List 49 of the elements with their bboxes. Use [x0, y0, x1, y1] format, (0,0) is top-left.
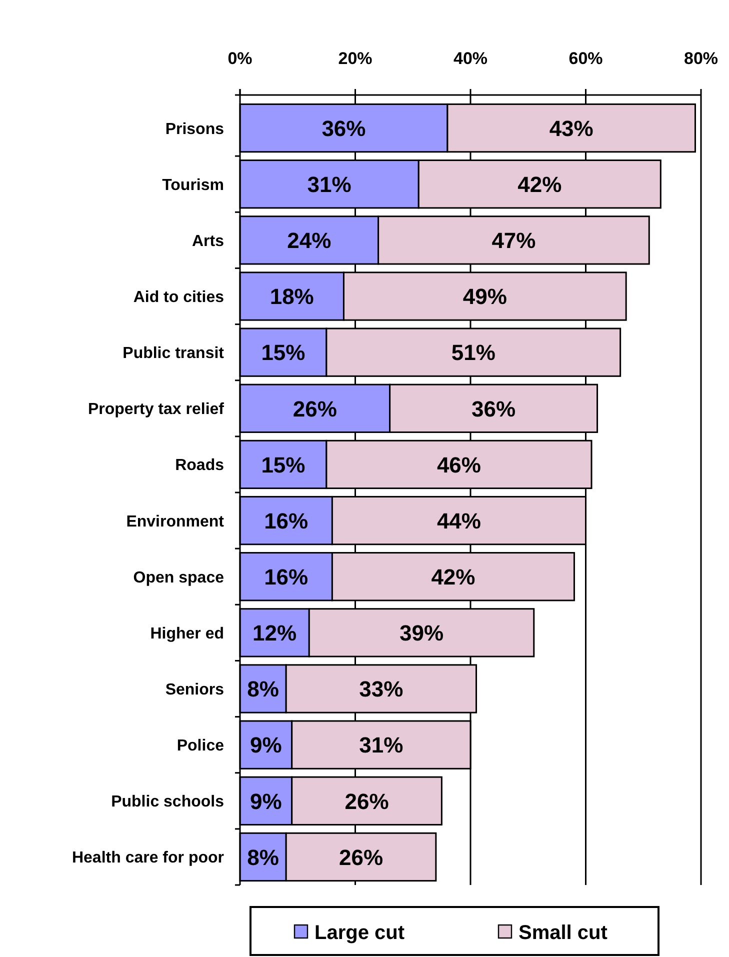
data-label: 31% — [359, 732, 404, 758]
data-label: 43% — [549, 116, 594, 141]
x-tick-label: 60% — [568, 49, 603, 68]
y-tick-label: Public transit — [122, 345, 225, 362]
data-label: 44% — [436, 508, 481, 534]
data-label: 51% — [451, 340, 496, 366]
data-label: 47% — [492, 228, 536, 254]
y-tick-label: Environment — [126, 513, 225, 530]
x-tick-label: 0% — [228, 49, 252, 68]
data-label: 15% — [261, 452, 306, 478]
data-label: 33% — [359, 676, 404, 702]
x-tick-label: 40% — [453, 49, 488, 68]
data-label: 42% — [518, 172, 562, 198]
data-label: 24% — [287, 228, 332, 254]
data-label: 8% — [247, 844, 279, 870]
data-label: 31% — [307, 172, 352, 198]
x-tick-label: 80% — [684, 49, 718, 68]
data-label: 16% — [264, 508, 308, 534]
data-label: 36% — [322, 116, 366, 141]
data-label: 16% — [264, 564, 308, 590]
y-tick-label: Police — [176, 738, 224, 755]
data-label: 15% — [261, 340, 306, 366]
legend-label: Large cut — [314, 922, 405, 944]
data-label: 39% — [399, 620, 444, 646]
y-tick-label: Property tax relief — [88, 401, 225, 418]
data-label: 42% — [431, 564, 476, 590]
data-label: 26% — [344, 788, 389, 814]
data-label: 9% — [250, 732, 282, 758]
y-tick-label: Higher ed — [150, 625, 224, 642]
data-label: 12% — [252, 620, 297, 646]
y-tick-label: Prisons — [165, 120, 224, 138]
y-tick-label: Seniors — [165, 682, 224, 699]
data-label: 49% — [462, 284, 507, 310]
data-label: 26% — [292, 396, 337, 422]
y-tick-label: Roads — [175, 457, 224, 474]
legend-label: Small cut — [518, 922, 608, 944]
data-label: 36% — [472, 396, 516, 422]
y-tick-label: Open space — [133, 569, 224, 586]
y-tick-label: Tourism — [162, 176, 224, 194]
y-tick-label: Aid to cities — [133, 289, 224, 306]
data-label: 9% — [250, 788, 282, 814]
data-label: 8% — [247, 676, 279, 702]
y-tick-label: Public schools — [111, 794, 224, 811]
y-tick-label: Arts — [192, 232, 224, 250]
data-label: 18% — [270, 284, 314, 310]
x-tick-label: 20% — [338, 49, 372, 68]
y-tick-label: Health care for poor — [72, 850, 224, 867]
data-label: 26% — [338, 844, 384, 870]
data-label: 46% — [436, 452, 481, 478]
